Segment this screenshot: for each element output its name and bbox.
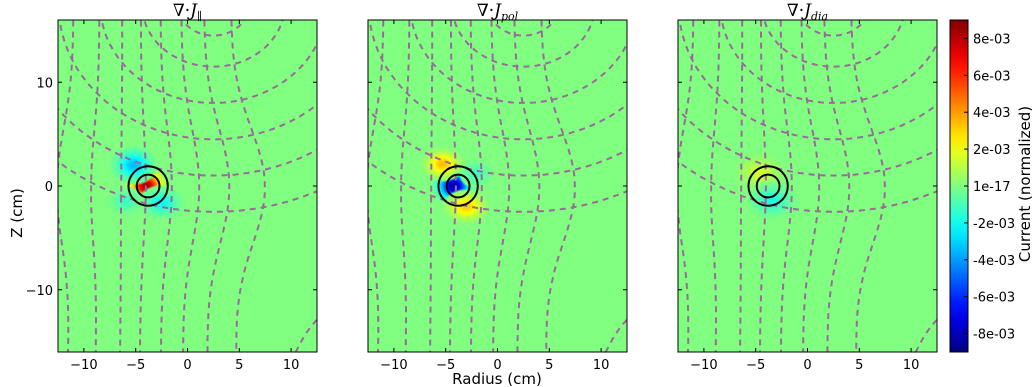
field-line (823, 20, 851, 352)
field-line (800, 20, 821, 352)
panel-background (58, 20, 317, 352)
current-blob (108, 144, 159, 186)
colorbar-tick-label: 1e-17 (973, 180, 1011, 195)
colorbar-tick-label: -2e-03 (973, 217, 1015, 232)
field-line (410, 20, 627, 104)
field-line (720, 20, 937, 104)
x-tick-label: −5 (126, 358, 145, 373)
panel-2: −10 −5 0 5 10 ∇·Jpol (367, 1, 628, 373)
colorbar: -8e-03 -6e-03 -4e-03 -2e-03 1e-17 2e-03 4e-03 6… (949, 19, 1015, 353)
x-tick-label: −5 (436, 358, 455, 373)
colorbar-tick-label: 8e-03 (973, 32, 1011, 47)
field-lines (678, 20, 937, 352)
field-line (914, 318, 937, 352)
field-line (678, 107, 937, 177)
x-tick-label: 5 (545, 358, 553, 373)
x-tick-label: 10 (283, 358, 300, 373)
field-line (58, 20, 75, 352)
colorbar-tick-label: -4e-03 (973, 254, 1015, 269)
field-line (368, 20, 385, 352)
field-line (203, 20, 231, 352)
colorbar-tick-label: -6e-03 (973, 291, 1015, 306)
colorbar-tick-label: 6e-03 (973, 69, 1011, 84)
panel-background (368, 20, 627, 352)
field-line (779, 20, 793, 352)
field-line (100, 20, 317, 104)
x-tick-label: 0 (803, 358, 811, 373)
x-tick-label: 5 (855, 358, 863, 373)
field-line (739, 20, 744, 352)
field-line (513, 20, 541, 352)
y-axis-label: Z (cm) (8, 188, 26, 238)
field-line (159, 20, 173, 352)
field-line (763, 20, 904, 68)
field-line (230, 20, 266, 352)
field-line (58, 107, 317, 177)
field-line (448, 20, 457, 352)
outer-circle (127, 165, 169, 207)
y-tick-label: 10 (36, 76, 53, 91)
current-blob (136, 184, 187, 221)
panel-title: ∇·J∥ (173, 1, 202, 23)
x-tick-label: 10 (593, 358, 610, 373)
panel-background (678, 20, 937, 352)
outer-circle (747, 165, 789, 207)
y-tick-label: −10 (26, 284, 53, 299)
field-line (604, 318, 627, 352)
field-line (540, 20, 576, 352)
field-line (138, 20, 147, 352)
colorbar-tick-label: -8e-03 (973, 328, 1015, 343)
x-tick-label: 0 (183, 358, 191, 373)
field-line (368, 107, 627, 177)
field-line (429, 20, 434, 352)
field-line (850, 20, 886, 352)
panel-title: ∇·Jpol (477, 1, 519, 23)
panel-title: ∇·Jdia (787, 1, 828, 23)
field-line (710, 20, 721, 352)
y-tick-label: 0 (45, 180, 53, 195)
field-line (758, 20, 767, 352)
x-tick-label: 5 (235, 358, 243, 373)
field-line (180, 20, 201, 352)
field-lines (58, 20, 317, 352)
field-line (400, 20, 411, 352)
field-line (143, 20, 284, 68)
field-line (119, 20, 124, 352)
x-tick-label: −5 (746, 358, 765, 373)
colorbar-tick-label: 2e-03 (973, 143, 1011, 158)
current-blob (419, 145, 466, 183)
colorbar-label: Current (normalized) (1016, 106, 1034, 262)
colorbar-tick-label: 4e-03 (973, 106, 1011, 121)
x-axis-label: Radius (cm) (452, 370, 542, 387)
x-tick-label: −10 (690, 358, 717, 373)
x-tick-label: −10 (70, 358, 97, 373)
x-tick-label: −10 (380, 358, 407, 373)
field-line (490, 20, 511, 352)
field-line (90, 20, 101, 352)
inner-circle (755, 173, 781, 199)
field-line (469, 20, 483, 352)
field-line (453, 20, 594, 68)
outer-circle (437, 165, 479, 207)
x-tick-label: 0 (493, 358, 501, 373)
field-line (294, 318, 317, 352)
panel-3: −10 −5 0 5 10 ∇·Jdia (677, 1, 938, 373)
current-blob (104, 185, 146, 218)
field-lines (368, 20, 627, 352)
inner-circle (445, 173, 471, 199)
inner-circle (135, 173, 161, 199)
panel-1: −10 −5 0 5 10 −10 0 10 ∇·J∥ (26, 1, 318, 373)
field-line (678, 20, 695, 352)
x-tick-label: 10 (903, 358, 920, 373)
